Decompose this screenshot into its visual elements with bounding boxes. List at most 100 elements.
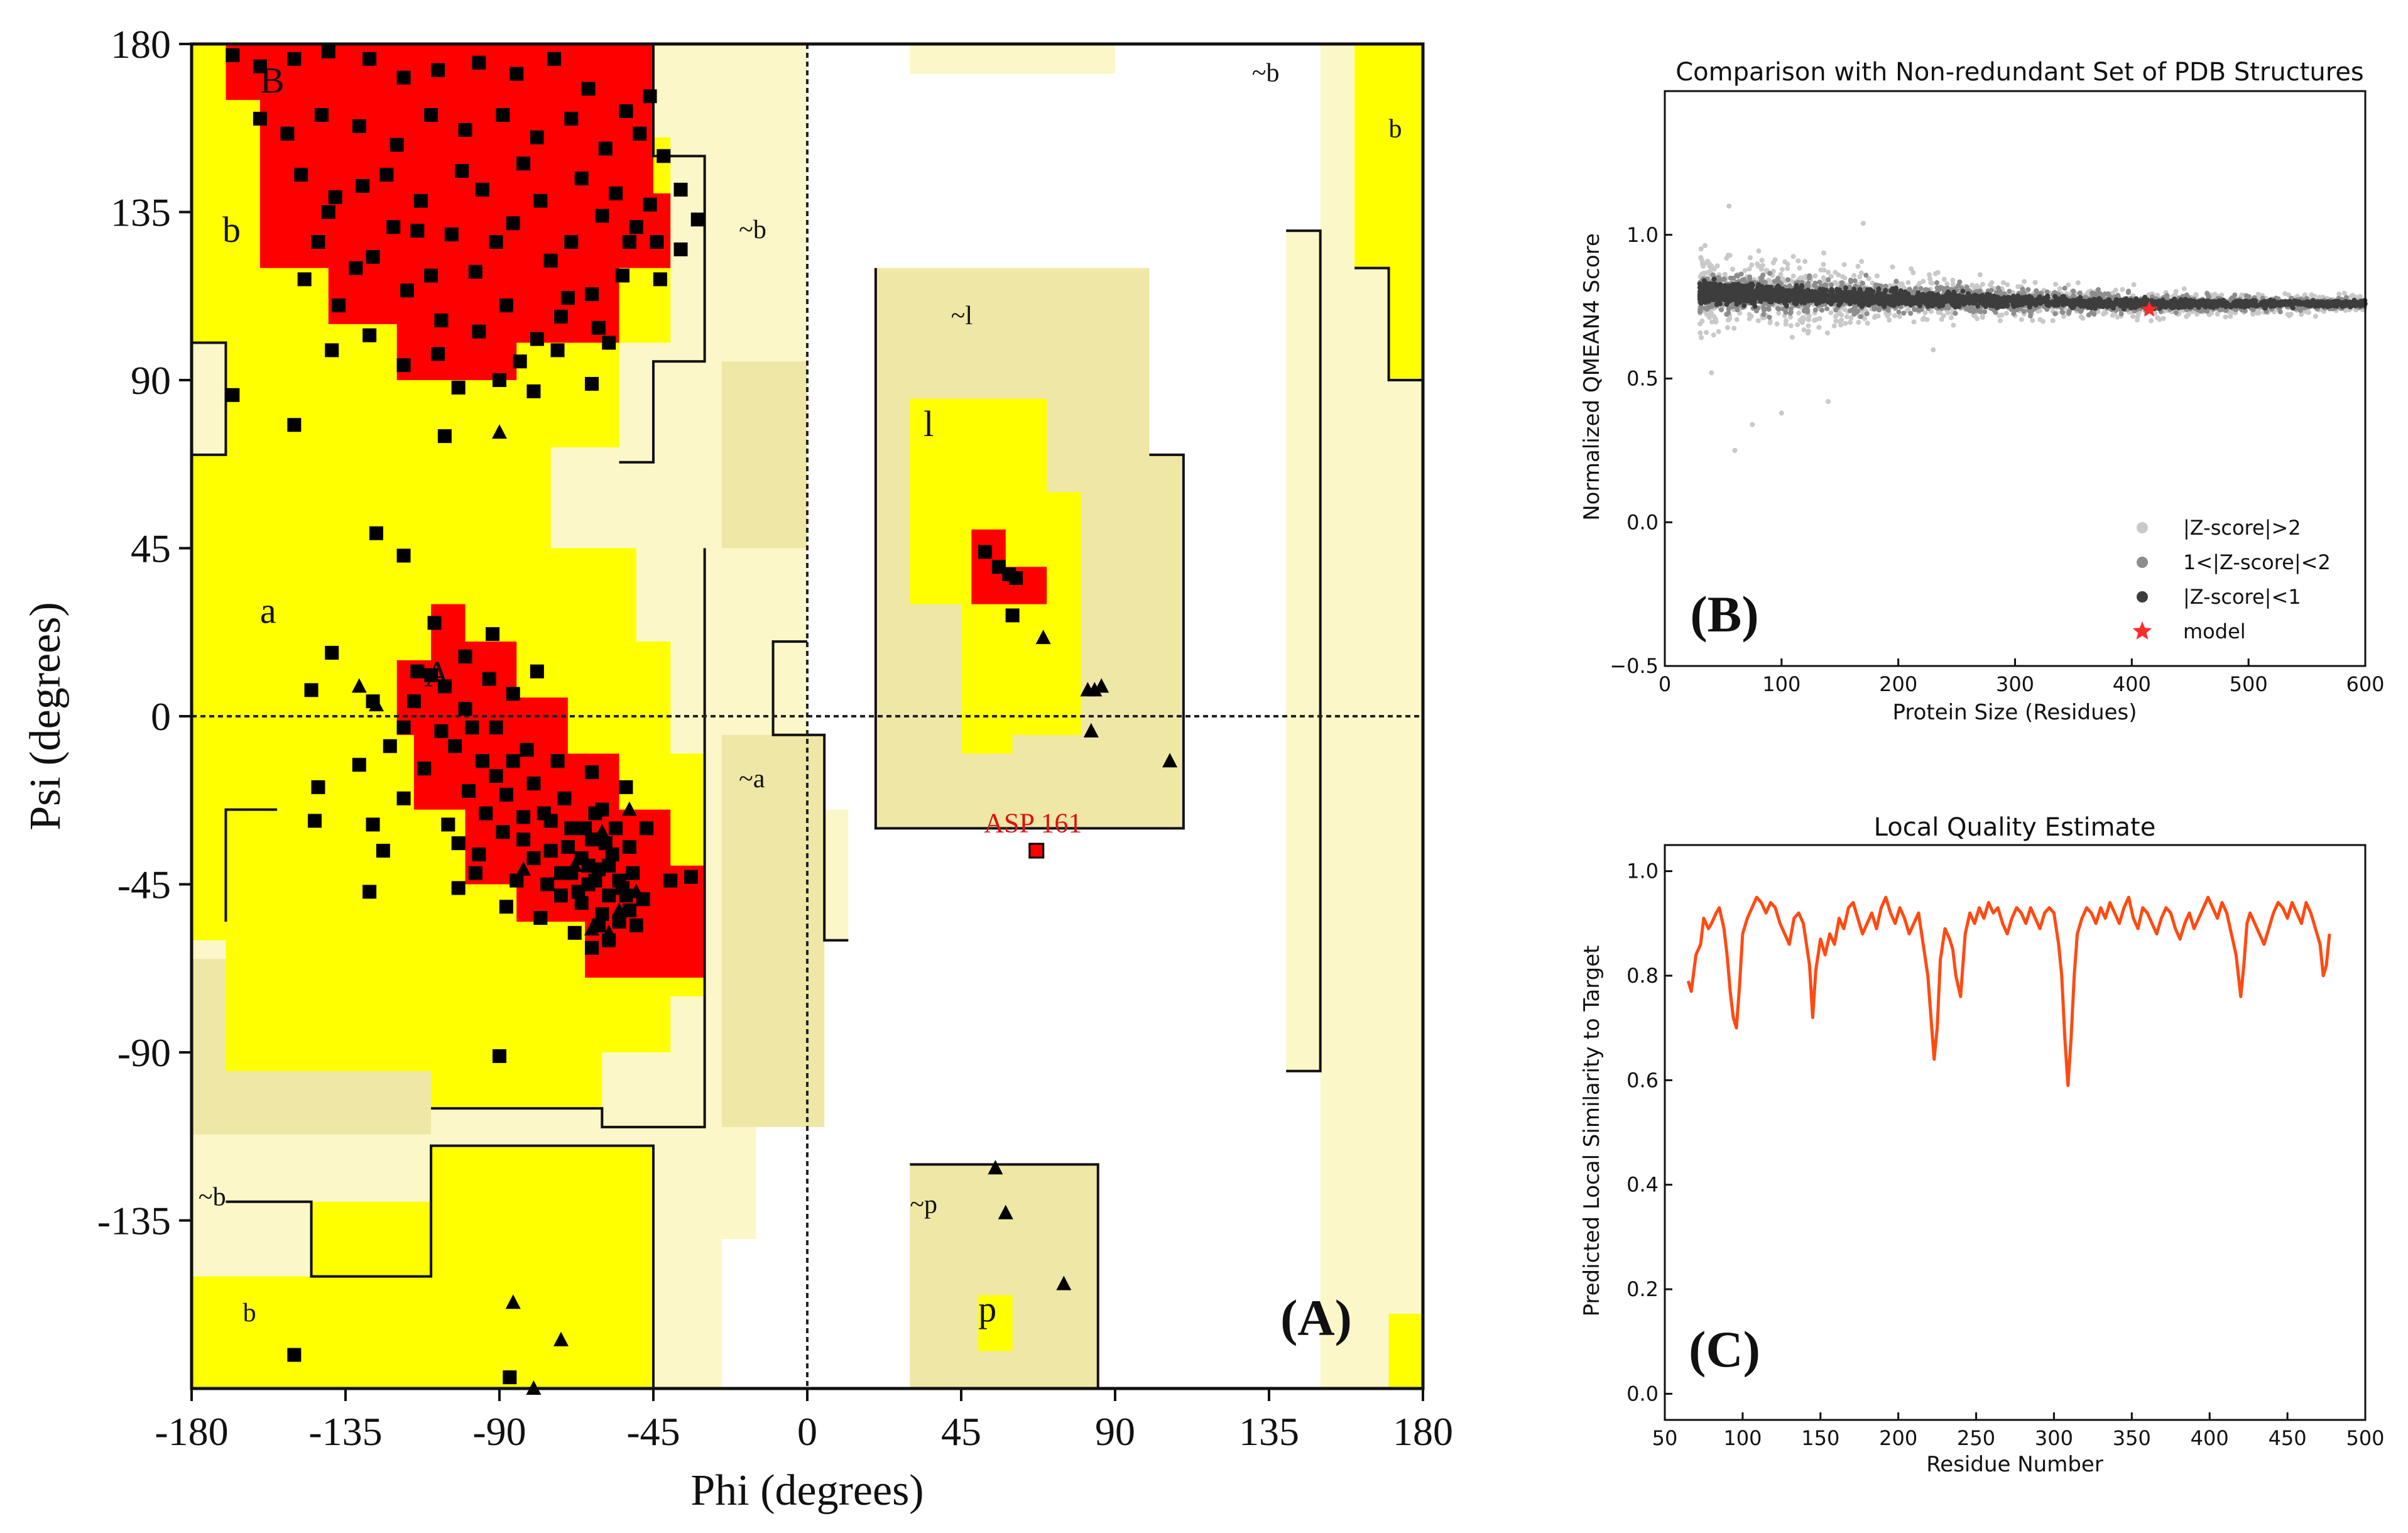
qmean-point [2194,311,2200,317]
residue-square [585,941,599,955]
qmean-point [1995,285,2001,291]
residue-square [366,249,380,264]
residue-square [557,791,572,805]
residue-square [489,769,503,783]
residue-square [496,107,510,122]
residue-triangle [369,697,384,712]
rama-region-3 [910,44,1115,74]
rama-region-label: ~l [951,302,972,330]
qmean-point [1935,292,1941,298]
qmean-point [1817,316,1822,322]
qmean-point [1905,307,1911,312]
qmean-point [2131,282,2137,288]
qmean-point [1731,325,1737,331]
qmean-point [1851,273,1857,278]
qmean-point [1721,276,1727,282]
residue-square [609,186,623,200]
qmean-point [2149,318,2154,324]
qmean-point [1911,319,1917,325]
qmean-point [1702,243,1708,248]
qmean-point [1893,285,1899,291]
qmean-point [1831,323,1837,329]
qmean-point [1761,307,1767,313]
qmean-point [1746,266,1752,272]
residue-square [673,182,688,197]
qmean-point [1774,321,1780,327]
qmean-point [2288,312,2294,317]
residue-square [629,918,643,932]
residue-square [472,324,486,339]
residue-square [321,44,335,58]
qmean-point [2348,293,2354,299]
residue-triangle [567,857,582,872]
qmean-point [1707,261,1713,267]
qmean-point [2075,280,2081,286]
residue-square [294,168,308,182]
qmean-point [1977,288,1983,294]
rama-region-label: b [222,209,241,250]
qmean-point [2022,279,2027,285]
qmean-point [1706,314,1712,319]
residue-square [516,156,531,171]
qmean-point [1897,314,1902,319]
qmean-point [1699,319,1705,324]
residue-square [564,235,579,249]
qmean-point [1697,330,1703,336]
qmean-point [1780,276,1785,281]
qmean-point [2209,310,2215,316]
residue-square [533,911,548,925]
residue-square [386,220,401,234]
residue-square [352,119,366,133]
qmean-comparison-plot: Comparison with Non-redundant Set of PDB… [1579,58,2385,725]
residue-square [496,825,510,839]
residue-square [602,336,616,350]
qmean-point [1821,275,1826,281]
residue-square [437,429,452,444]
qmean-point [1863,273,1869,278]
ramachandran-plot: BbaA~b~a~ll~bb~pp~bb ASP 161 -180-135-90… [21,22,1453,1515]
residue-square [396,791,411,805]
qmean-point [2034,290,2040,295]
qmean-point [1890,264,1895,270]
residue-square [564,821,579,836]
rama-border-2 [431,548,706,1128]
residue-triangle [526,1380,542,1395]
qmean-point [1840,274,1846,280]
qmean-point [1901,310,1907,316]
qmean-point [1898,288,1904,293]
residue-square [499,298,513,313]
residue-square [451,836,466,851]
rama-region-label: ~b [199,1183,226,1212]
qmean-point [1726,306,1731,312]
rama-y-tick-label: -45 [117,863,171,907]
rama-region-12 [978,1295,1013,1351]
residue-square [602,858,616,873]
qmean-point [1708,310,1714,315]
rama-region-label: ~a [739,765,765,794]
residue-square [564,111,579,126]
residue-square [598,836,613,851]
qmean-point [1847,284,1853,290]
qmean-point [2015,284,2021,290]
qmean-point [1859,259,1865,265]
qmean-point [1997,318,2003,324]
residue-square [455,164,469,178]
residue-square [379,168,394,182]
rama-residue-points: ASP 161 [226,44,1178,1395]
residue-square [626,866,640,880]
residue-triangle [601,924,617,939]
residue-square [444,227,459,242]
residue-square [643,197,657,212]
residue-square [410,664,425,679]
residue-square [431,63,445,77]
rama-border-6 [910,1163,1099,1388]
qmean-point [1950,281,1956,287]
rama-region-1 [721,44,807,362]
qmean-point [1937,310,1943,315]
residue-square [547,52,562,66]
residue-square [585,376,599,391]
qmean-point [2121,306,2127,312]
qmean-point [1704,307,1710,312]
residue-square [482,672,496,686]
